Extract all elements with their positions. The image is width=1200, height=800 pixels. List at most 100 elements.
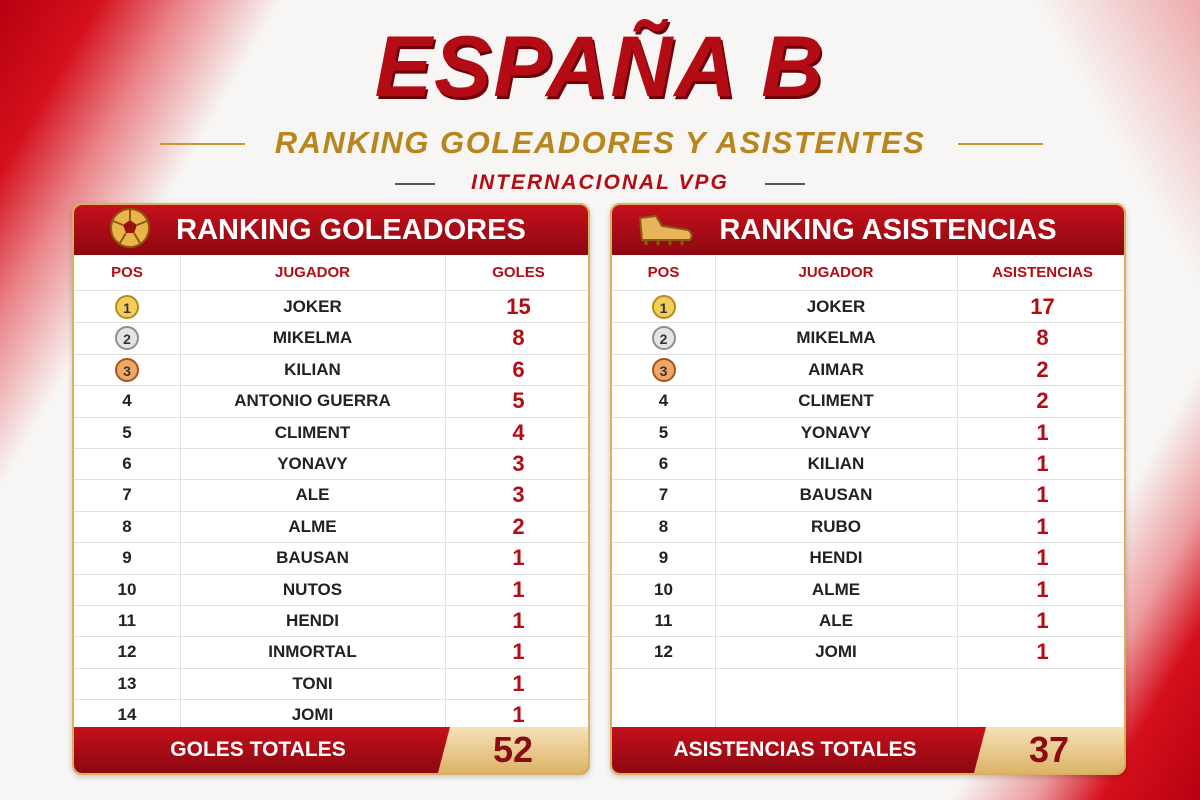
player-name: MIKELMA [796, 328, 876, 348]
position: 12 [117, 642, 137, 662]
position: 5 [658, 422, 669, 442]
player-name: JOKER [283, 297, 342, 316]
ball-icon [110, 208, 150, 248]
row-divider [74, 385, 588, 387]
player-name: HENDI [286, 611, 339, 630]
position: 10 [117, 579, 137, 599]
rule [160, 143, 245, 145]
player-name: ALE [295, 485, 330, 505]
stat-value: 1 [1036, 639, 1049, 665]
row-divider [612, 542, 1124, 544]
position: 10 [654, 579, 673, 599]
row-divider [612, 448, 1124, 449]
player-name: AIMAR [808, 359, 864, 379]
player-name: TONI [292, 673, 333, 693]
stat-value: 3 [512, 451, 525, 476]
player-name: JOMI [291, 705, 334, 725]
player-name: YONAVY [800, 422, 872, 442]
position: 7 [122, 485, 132, 505]
player-name: INMORTAL [268, 642, 357, 662]
position: 12 [654, 642, 673, 662]
player-name: BAUSAN [276, 548, 349, 568]
rule [765, 183, 805, 185]
footer: GOLES TOTALES 52 [74, 727, 588, 773]
row-divider [612, 636, 1124, 638]
boot-icon [638, 214, 693, 245]
row-divider [74, 290, 588, 291]
row-divider [612, 290, 1124, 291]
stat-value: 8 [1036, 325, 1049, 351]
panel-title: RANKING GOLEADORES [74, 205, 588, 255]
position: 8 [658, 516, 669, 536]
position: 7 [658, 485, 669, 505]
position: 9 [122, 548, 132, 568]
row-divider [612, 479, 1124, 481]
total-label: GOLES TOTALES [170, 738, 346, 761]
position: 11 [654, 611, 673, 630]
stat-value: 17 [1030, 294, 1055, 319]
position: 6 [122, 454, 132, 473]
position: 8 [122, 516, 132, 536]
player-name: ANTONIO GUERRA [234, 391, 391, 411]
position: 6 [658, 454, 669, 473]
position: 9 [658, 548, 669, 568]
player-name: MIKELMA [272, 328, 353, 348]
stat-value: 5 [512, 388, 525, 414]
player-name: HENDI [809, 548, 863, 568]
medal: 1 [651, 294, 676, 319]
stat-value: 2 [512, 513, 525, 539]
subtitle: RANKING GOLEADORES Y ASISTENTES [274, 125, 926, 160]
stat-value: 1 [512, 639, 525, 665]
panel-title: RANKING ASISTENCIAS [612, 205, 1124, 255]
row-divider [74, 699, 588, 701]
stat-value: 1 [512, 670, 525, 696]
stat-value: 1 [1036, 545, 1049, 571]
row-divider [74, 573, 588, 575]
row-divider [74, 479, 588, 481]
player-name: ALE [819, 611, 853, 630]
rule [395, 183, 435, 185]
medal: 2 [651, 326, 676, 351]
position: 14 [117, 705, 137, 725]
player-name: ALME [811, 579, 861, 599]
stat-value: 15 [506, 294, 531, 319]
column-divider [957, 255, 958, 727]
row-divider [612, 510, 1124, 512]
stat-value: 8 [512, 325, 525, 351]
column-divider [445, 255, 446, 727]
column-divider [715, 255, 716, 727]
row-divider [74, 636, 588, 638]
player-name: JOMI [815, 642, 857, 662]
row-divider [74, 448, 588, 449]
row-divider [74, 667, 588, 669]
player-name: ALME [288, 516, 337, 536]
position: 13 [117, 673, 137, 693]
row-divider [74, 510, 588, 512]
column-header: POS [111, 264, 143, 281]
row-divider [612, 605, 1124, 606]
row-divider [74, 416, 588, 418]
row-divider [612, 416, 1124, 418]
stat-value: 3 [512, 482, 525, 508]
column-header: POS [647, 264, 680, 281]
rule [958, 143, 1043, 145]
player-name: NUTOS [282, 579, 343, 599]
column-header: ASISTENCIAS [992, 264, 1093, 281]
row-divider [612, 322, 1124, 324]
player-name: KILIAN [807, 454, 865, 473]
stat-value: 1 [512, 608, 525, 633]
player-name: CLIMENT [274, 422, 351, 442]
stat-value: 1 [512, 545, 525, 571]
stat-value: 1 [1036, 451, 1049, 476]
player-name: RUBO [810, 516, 862, 536]
stat-value: 4 [512, 419, 525, 445]
player-name: BAUSAN [799, 485, 873, 505]
row-divider [74, 353, 588, 355]
medal: 3 [651, 357, 676, 382]
stat-value: 1 [1036, 419, 1049, 445]
total-value: 37 [974, 727, 1124, 773]
row-divider [74, 322, 588, 324]
row-divider [612, 667, 1124, 669]
assists-panel: RANKING ASISTENCIAS POS JUGADOR ASISTENCIAS… [610, 203, 1126, 775]
